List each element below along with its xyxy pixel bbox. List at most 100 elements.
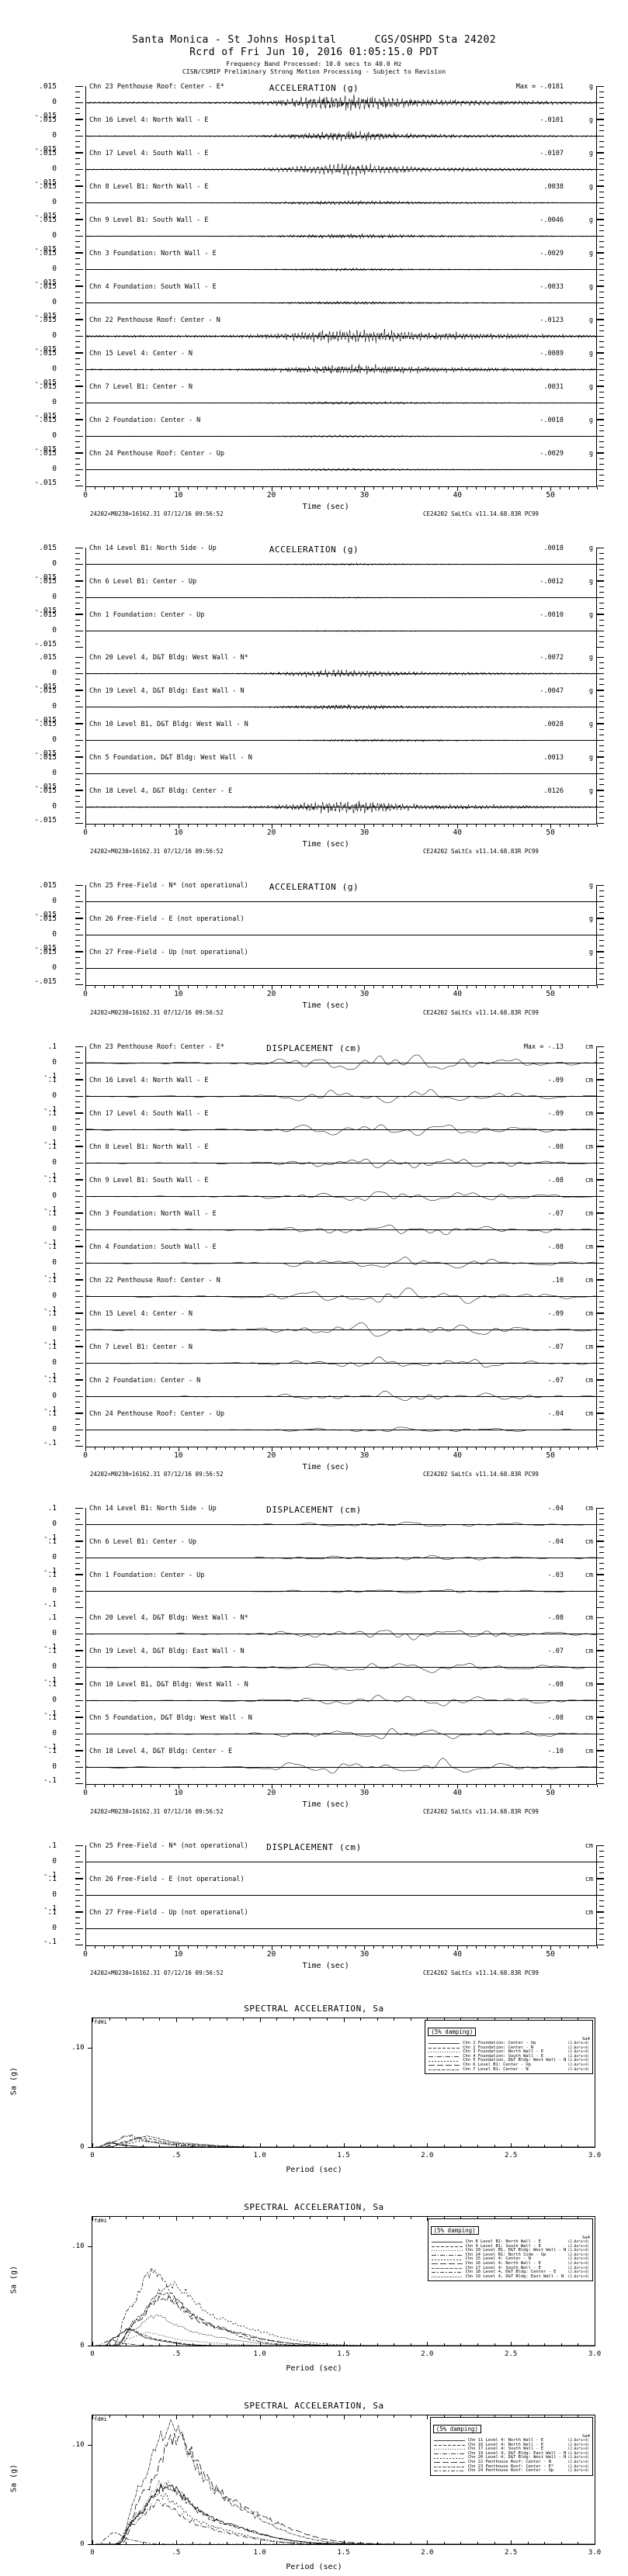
plot-title: ACCELERATION (g) <box>269 545 359 555</box>
time-axis-tick <box>196 1785 198 1787</box>
y-axis: .015 0 -.015 <box>1 116 83 153</box>
x-axis-label: Time (sec) <box>302 503 349 511</box>
spectral-x-tick-top <box>159 2415 161 2418</box>
plot-footer: 24202=M0230=16162.31 07/12/16 09:56:52 Ti… <box>85 503 597 521</box>
time-axis-tick <box>131 986 133 988</box>
y-axis-tick-label: 0 <box>52 365 57 373</box>
time-axis-tick <box>550 1447 552 1451</box>
report-header: Santa Monica - St Johns Hospital CGS/OSH… <box>0 0 628 75</box>
legend-line-sample <box>431 2257 465 2262</box>
y-axis-tick-label: 0 <box>52 930 57 939</box>
y-axis-ticks <box>75 918 83 952</box>
legend-series-label: Chn 16 Level 4: North Wall - E <box>465 2260 541 2266</box>
time-axis-tick <box>317 986 319 988</box>
y-axis-tick-label: 0 <box>52 1629 57 1637</box>
trace-page: DISPLACEMENT (cm) .1 0 -.1 Chn 14 Level B1: … <box>0 1505 628 1819</box>
spectral-x-tick-top <box>527 2415 529 2418</box>
time-axis-tick <box>308 1785 310 1787</box>
waveform-trace <box>86 1541 596 1575</box>
legend-series-label: Chn 17 Level 4: South Wall - E <box>467 2446 544 2452</box>
legend-series-sub: (2.0a*a+4) <box>567 2249 589 2253</box>
time-axis-tick <box>280 1946 282 1948</box>
max-value-label: .0031 <box>543 383 564 391</box>
time-axis-tick <box>187 986 189 988</box>
spectral-x-tick-top <box>92 2415 93 2419</box>
time-axis-tick <box>215 1447 217 1450</box>
y-axis-ticks <box>75 1113 83 1146</box>
spectral-x-tick <box>276 2145 278 2147</box>
time-axis-tick-label: 20 <box>266 1950 276 1959</box>
spectral-x-tick-top <box>360 2415 362 2418</box>
y-axis-tick-label: -.1 <box>43 1139 57 1147</box>
y-axis-ticks <box>75 1280 83 1313</box>
spectral-y-axis-label: Sa (g) <box>9 2265 19 2294</box>
y-axis: .015 0 -.015 <box>1 250 83 286</box>
waveform-trace <box>86 1113 596 1146</box>
legend-series-sub: (2.0a*a+4) <box>567 2266 589 2270</box>
footer-software-version: CE24202 SaLtCs v11.14.68.83R PC99 <box>422 1471 539 1478</box>
waveform-trace <box>86 1247 596 1280</box>
channel-label: Chn 7 Level B1: Center - N <box>89 1343 193 1351</box>
time-axis-tick <box>429 1946 431 1948</box>
y-axis-tick-label: .1 <box>47 1713 57 1722</box>
spectral-x-tick <box>477 2145 479 2147</box>
legend-series-sub: (2.0a*a+4) <box>567 2067 589 2072</box>
spectral-x-tick-label: 1.5 <box>337 2549 350 2557</box>
spectral-x-tick <box>92 2342 93 2346</box>
time-axis-tick <box>373 825 375 827</box>
max-value-label: -.09 <box>547 1110 564 1118</box>
time-axis-tick <box>364 487 366 491</box>
legend-series-label: Chn 8 Level B1: North Wall - E <box>465 2239 541 2244</box>
y-axis-tick-label: -.1 <box>43 1710 57 1718</box>
spectral-x-tick <box>243 2343 245 2346</box>
trace-row: .1 0 -.1 Chn 22 Penthouse Roof: Center - N.… <box>43 1277 604 1313</box>
time-axis-tick <box>597 1785 598 1787</box>
legend-row: Chn 9 Level B1: South Wall - E (2.0a*a+4) <box>431 2244 591 2249</box>
trace-page: ACCELERATION (g) .015 0 -.015 Chn 25 Free-Fi… <box>0 882 628 1020</box>
time-axis-tick <box>187 825 189 827</box>
spectral-x-tick <box>159 2145 161 2147</box>
time-axis-tick <box>308 1447 310 1450</box>
spectral-x-axis-label: Period (sec) <box>286 2364 342 2373</box>
y-axis-tick-label: .1 <box>47 1747 57 1755</box>
y-axis-tick-label: 0 <box>52 897 57 905</box>
legend-series-sub: (2.0a*a+4) <box>567 2240 589 2244</box>
unit-label: g <box>588 721 593 728</box>
time-axis-tick <box>224 825 226 827</box>
x-axis-label: Time (sec) <box>302 840 349 849</box>
zero-baseline <box>86 1667 596 1668</box>
unit-label: cm <box>585 1876 593 1883</box>
processing-note: CISN/CSMIP Preliminary Strong Motion Pro… <box>182 68 446 75</box>
y-axis-tick-label: 0 <box>52 1325 57 1333</box>
max-value-label: -.08 <box>547 1177 564 1184</box>
time-axis-tick <box>485 825 487 827</box>
max-value-label: -.04 <box>547 1538 564 1546</box>
spectral-x-tick <box>511 2143 512 2147</box>
trace-row: .1 0 -.1 Chn 9 Level B1: South Wall - E -.08… <box>43 1177 604 1213</box>
spectral-y-tick-label: .10 <box>71 2044 85 2052</box>
spectral-plot-area: fdHi 0 .10 0 .5 1.0 1.5 2.0 2.5 3.0 (5% damping) Sa… <box>71 2415 601 2557</box>
time-axis-tick <box>159 1946 161 1948</box>
spectral-chart: SPECTRAL ACCELERATION, Sa Sa (g) Period (s… <box>0 2398 628 2576</box>
max-value-label: -.08 <box>547 1143 564 1151</box>
y-axis-ticks-right <box>596 1413 604 1447</box>
unit-label: cm <box>585 1343 593 1351</box>
channel-label: Chn 3 Foundation: North Wall - E <box>89 250 217 258</box>
y-axis-ticks-right <box>596 885 604 918</box>
time-axis-tick <box>541 1447 543 1450</box>
legend-row: Chn 24 Penthouse Roof: Center - Up (2.0a*… <box>433 2469 590 2474</box>
trace-page: DISPLACEMENT (cm) .1 0 -.1 Chn 23 Penthouse … <box>0 1043 628 1482</box>
y-axis-tick-label: -.015 <box>34 479 57 487</box>
time-axis-tick <box>550 487 552 491</box>
unit-label: cm <box>585 1681 593 1689</box>
channel-label: Chn 7 Level B1: Center - N <box>89 383 193 391</box>
spectral-x-tick <box>343 2342 345 2346</box>
time-axis-tick-label: 30 <box>359 491 370 500</box>
spectral-x-tick-label: 2.5 <box>505 2549 518 2557</box>
max-value-label: -.07 <box>547 1377 564 1385</box>
legend-series-label: Chn 4 Foundation: South Wall - E <box>463 2053 544 2059</box>
time-axis-tick-label: 10 <box>174 828 183 837</box>
waveform-trace <box>86 1380 596 1413</box>
time-axis-tick <box>504 1946 505 1948</box>
spectral-x-tick-top <box>142 2018 144 2021</box>
